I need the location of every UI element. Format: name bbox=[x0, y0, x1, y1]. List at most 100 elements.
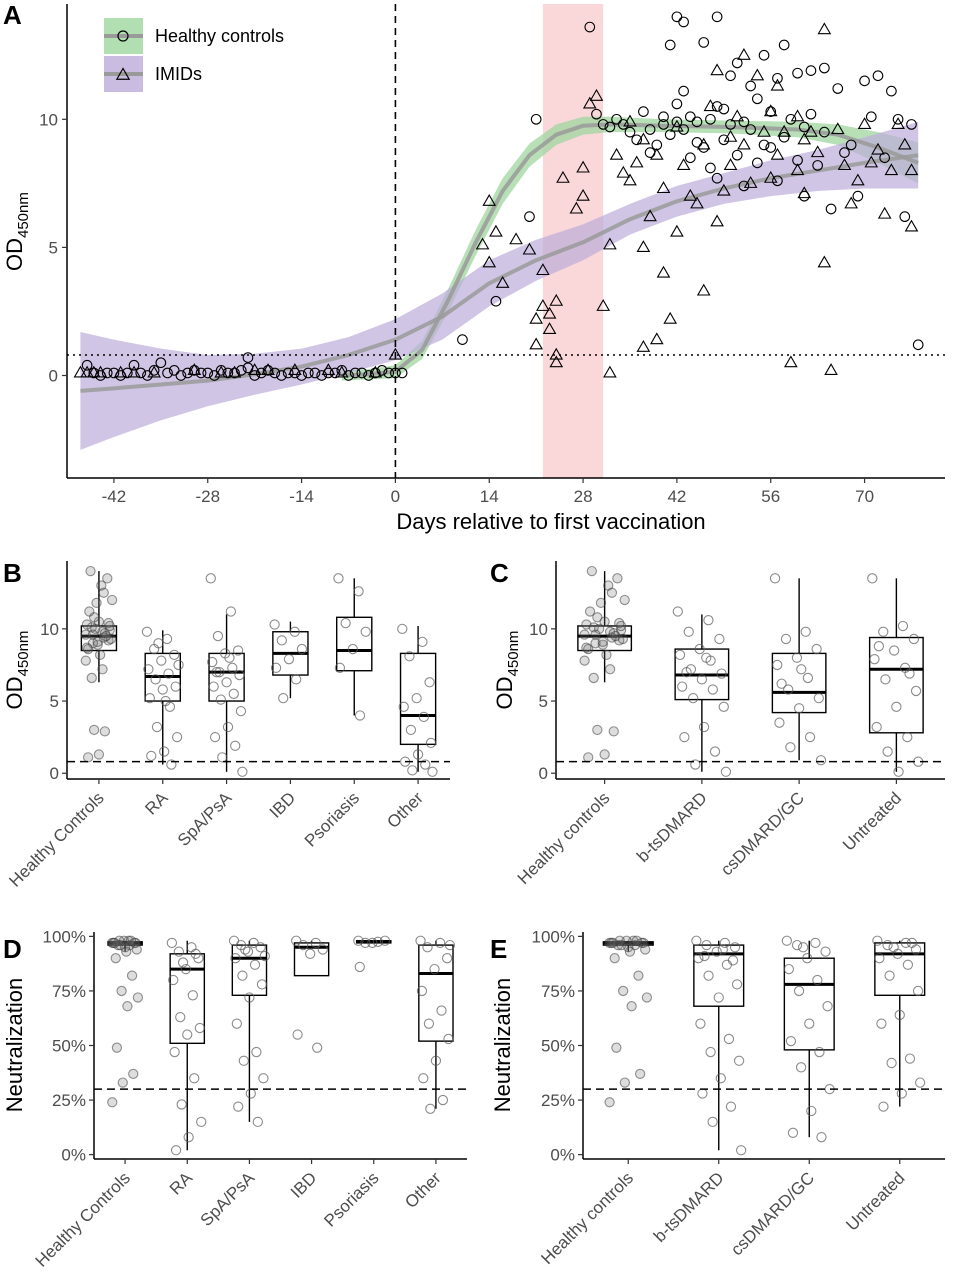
data-point bbox=[173, 659, 184, 671]
point-imid bbox=[542, 306, 557, 319]
point-imid bbox=[703, 99, 718, 112]
point-healthy bbox=[135, 367, 147, 379]
point-imid bbox=[670, 119, 684, 132]
y-tick-label: 10 bbox=[529, 620, 548, 639]
data-point bbox=[182, 1029, 193, 1040]
data-point bbox=[256, 979, 268, 990]
y-tick-label: 10 bbox=[40, 620, 59, 639]
point-imid bbox=[710, 63, 724, 76]
x-tick-label: 42 bbox=[667, 487, 686, 506]
data-point bbox=[802, 953, 813, 964]
data-point bbox=[222, 721, 234, 733]
data-point bbox=[249, 959, 261, 970]
data-point bbox=[893, 766, 904, 777]
data-point bbox=[812, 974, 823, 986]
data-point bbox=[581, 619, 592, 630]
point-imid bbox=[529, 337, 544, 350]
x-tick-label: IBD bbox=[266, 788, 299, 821]
point-imid bbox=[261, 363, 275, 375]
data-point bbox=[815, 755, 827, 766]
point-imid bbox=[877, 206, 892, 219]
data-point bbox=[258, 1073, 269, 1084]
data-point bbox=[177, 957, 189, 968]
data-point bbox=[194, 1022, 205, 1034]
data-point bbox=[291, 935, 302, 946]
data-point bbox=[227, 662, 238, 673]
point-healthy bbox=[182, 367, 193, 379]
data-point bbox=[608, 726, 619, 737]
point-imid bbox=[623, 114, 637, 127]
box bbox=[335, 616, 373, 672]
data-point bbox=[891, 701, 902, 712]
data-point bbox=[427, 766, 438, 777]
point-healthy bbox=[530, 113, 542, 125]
data-point bbox=[693, 953, 704, 964]
point-healthy bbox=[457, 334, 468, 345]
data-point bbox=[353, 935, 364, 946]
data-point bbox=[900, 937, 912, 949]
data-point bbox=[733, 1055, 745, 1066]
legend-label: IMIDs bbox=[155, 64, 202, 84]
point-imid bbox=[489, 224, 503, 237]
data-point bbox=[633, 970, 644, 981]
data-point bbox=[697, 1088, 708, 1099]
data-point bbox=[418, 1073, 429, 1084]
data-point bbox=[443, 1033, 454, 1045]
data-point bbox=[624, 946, 636, 957]
data-point bbox=[242, 946, 254, 957]
data-point bbox=[797, 942, 809, 953]
point-imid bbox=[73, 365, 88, 378]
data-point bbox=[98, 587, 109, 598]
data-point bbox=[707, 684, 718, 695]
point-healthy bbox=[617, 119, 629, 130]
x-tick-label: -14 bbox=[289, 487, 314, 506]
data-point bbox=[153, 638, 164, 649]
point-healthy bbox=[356, 367, 368, 379]
point-imid bbox=[884, 163, 899, 176]
data-point bbox=[212, 630, 224, 642]
point-healthy bbox=[309, 367, 321, 379]
data-point bbox=[713, 992, 724, 1003]
point-imid bbox=[830, 122, 845, 135]
point-imid bbox=[737, 47, 751, 60]
data-point bbox=[871, 721, 882, 733]
point-imid bbox=[536, 299, 550, 311]
point-healthy bbox=[745, 80, 756, 92]
point-healthy bbox=[725, 70, 736, 82]
point-healthy bbox=[698, 37, 710, 48]
data-point bbox=[691, 935, 702, 946]
point-healthy bbox=[644, 124, 656, 135]
point-healthy bbox=[671, 98, 683, 110]
point-healthy bbox=[805, 108, 817, 120]
data-point bbox=[780, 633, 792, 645]
x-tick-label: Healthy controls bbox=[514, 788, 614, 888]
point-imid bbox=[730, 109, 745, 122]
data-point bbox=[232, 645, 244, 656]
data-point bbox=[411, 693, 422, 704]
data-point bbox=[612, 573, 623, 584]
point-imid bbox=[113, 365, 128, 378]
point-healthy bbox=[785, 113, 797, 125]
data-point bbox=[255, 942, 266, 953]
fit-line bbox=[341, 122, 919, 378]
data-point bbox=[424, 677, 435, 688]
point-imid bbox=[509, 232, 523, 245]
point-healthy bbox=[765, 106, 777, 117]
point-healthy bbox=[886, 85, 897, 97]
point-healthy bbox=[758, 49, 770, 61]
data-point bbox=[169, 649, 180, 660]
point-imid bbox=[247, 363, 262, 375]
point-healthy bbox=[725, 119, 736, 130]
panel-letter-d: D bbox=[3, 934, 22, 964]
data-point bbox=[404, 651, 415, 662]
data-point bbox=[731, 979, 743, 990]
point-imid bbox=[86, 365, 101, 378]
data-point bbox=[109, 937, 120, 949]
point-imid bbox=[763, 104, 778, 117]
data-point bbox=[701, 939, 712, 951]
point-healthy bbox=[369, 367, 381, 379]
x-tick-label: 70 bbox=[855, 487, 874, 506]
point-healthy bbox=[202, 367, 214, 379]
point-imid bbox=[663, 311, 678, 324]
data-point bbox=[175, 1011, 186, 1023]
